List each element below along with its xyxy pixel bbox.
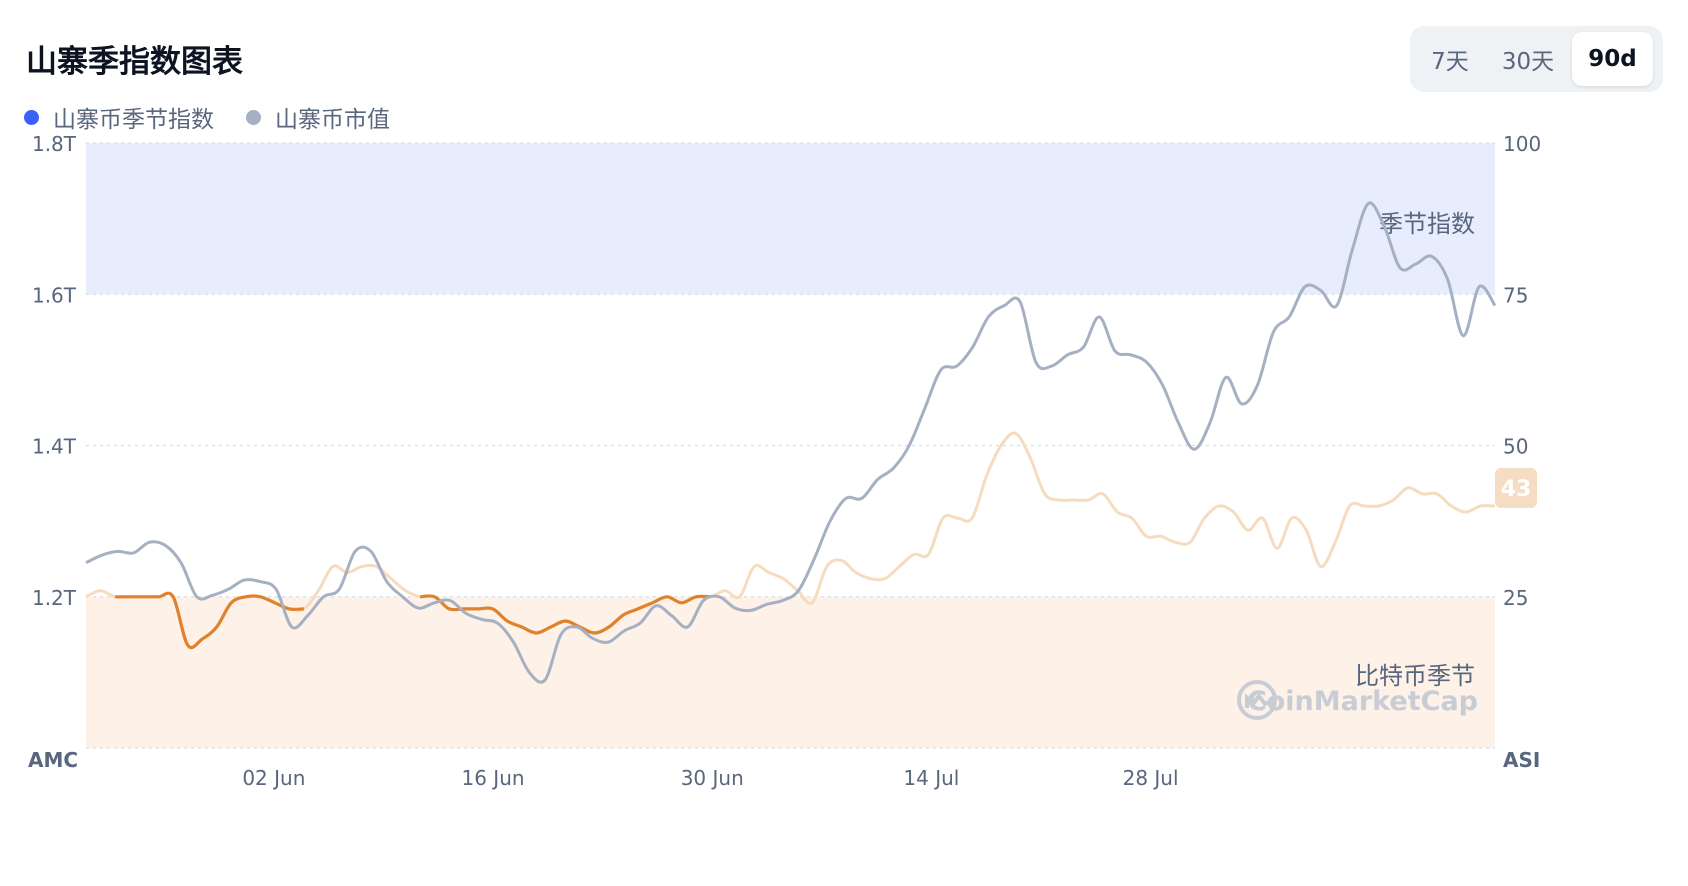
series-layer [85,201,1497,684]
chart-legend: 山寨币季节指数 山寨币市值 [24,100,390,134]
left-axis-tick-label: 1.8T [32,132,77,156]
right-axis-tick-label: 100 [1503,132,1541,156]
legend-label: 山寨币市值 [275,107,390,133]
legend-label: 山寨币季节指数 [53,107,214,133]
right-axis-tick-label: 75 [1503,283,1528,307]
left-axis-tick-label: 1.6T [32,283,77,307]
right-axis-code: ASI [1503,748,1540,772]
altcoin-season-index-line [85,431,1496,650]
x-axis-tick-label: 28 Jul [1123,766,1179,790]
page-title: 山寨季指数图表 [26,44,243,80]
legend-dot-icon [24,109,39,125]
coinmarketcap-watermark: CoinMarketCap [1237,680,1478,720]
x-axis-ticks: 02 Jun 16 Jun 30 Jun 14 Jul 28 Jul [242,766,1178,790]
range-90d-button[interactable]: 90d [1572,32,1653,86]
x-axis-tick-label: 14 Jul [903,766,959,790]
legend-item-altcoin-season-index[interactable]: 山寨币季节指数 [24,100,214,134]
current-value-badge: 43 [1495,467,1537,508]
right-axis-ticks: 100 75 50 25 [1503,132,1541,610]
range-7d-button[interactable]: 7天 [1431,49,1469,75]
legend-item-altcoin-market-cap[interactable]: 山寨币市值 [246,100,390,134]
coinmarketcap-logo-icon [1245,692,1270,708]
time-range-toggle: 7天 30天 90d [1410,26,1663,92]
current-value-badge-bg [1495,467,1537,508]
bitcoin-season-segment [419,594,711,635]
bitcoin-season-zone [86,596,1495,748]
current-value-badge-text: 43 [1501,477,1532,502]
x-axis-tick-label: 02 Jun [242,766,305,790]
watermark-text: CoinMarketCap [1247,686,1478,717]
range-30d-button[interactable]: 30天 [1501,49,1555,75]
bitcoin-season-zone-label: 比特币季节 [1355,662,1475,690]
bitcoin-season-segment [115,591,304,650]
altcoin-season-zone-label: 季节指数 [1379,210,1475,238]
legend-dot-icon [246,109,261,125]
left-axis-ticks: 1.8T 1.6T 1.4T 1.2T [32,132,77,610]
left-axis-code: AMC [28,748,78,772]
left-axis-tick-label: 1.4T [32,435,77,459]
right-axis-tick-label: 25 [1503,586,1528,610]
altcoin-season-zone [86,143,1495,295]
x-axis-tick-label: 30 Jun [681,766,744,790]
coinmarketcap-logo-icon [1237,680,1277,720]
altcoin-market-cap-line [85,201,1497,684]
right-axis-tick-label: 50 [1503,435,1528,459]
left-axis-tick-label: 1.2T [32,586,77,610]
x-axis-tick-label: 16 Jun [462,766,525,790]
